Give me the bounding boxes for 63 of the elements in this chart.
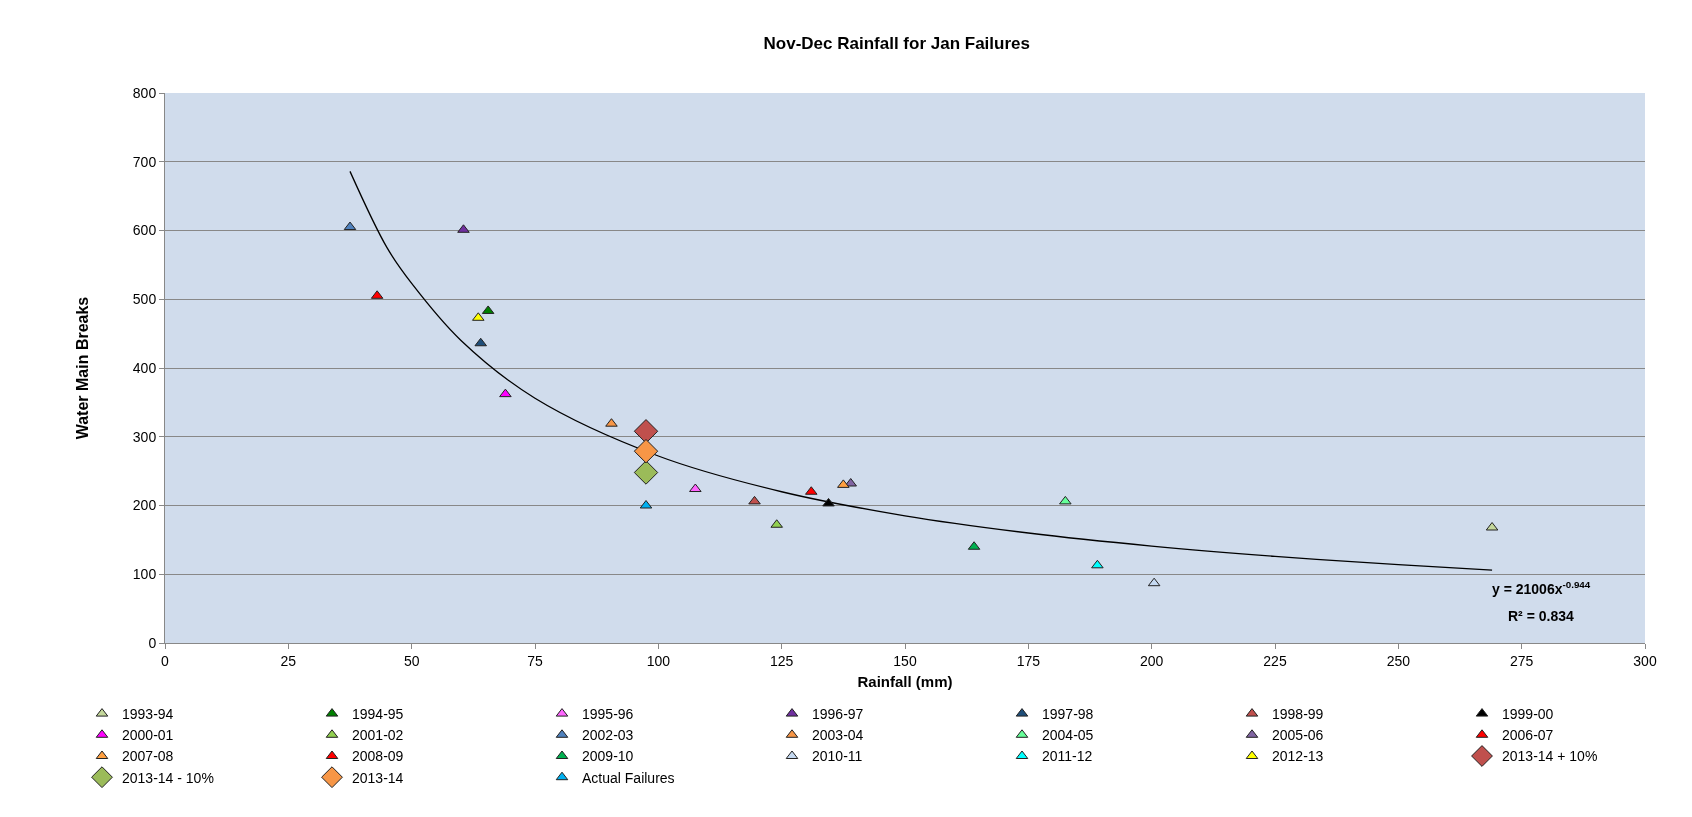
x-tick-label: 175 [1016, 652, 1041, 669]
x-axis-title: Rainfall (mm) [857, 672, 953, 690]
x-tick-label: 100 [646, 652, 671, 669]
point [1091, 559, 1104, 569]
x-tick-label: 200 [1139, 652, 1164, 669]
legend-label: 1997-98 [1042, 706, 1094, 723]
legend-label: 2008-09 [352, 748, 404, 765]
y-tick-label: 600 [132, 222, 157, 239]
legend-label: 2013-14 + 10% [1502, 748, 1598, 765]
legend-label: 2007-08 [122, 748, 174, 765]
legend-label: 2003-04 [812, 727, 864, 744]
point [1147, 577, 1161, 587]
x-tick-label: 0 [161, 652, 170, 669]
x-tick-label: 75 [527, 652, 543, 669]
point [633, 438, 659, 464]
legend-label: 2000-01 [122, 727, 174, 744]
legend-label: 2010-11 [812, 748, 863, 765]
y-tick-label: 400 [132, 359, 157, 376]
legend-label: 1999-00 [1502, 706, 1554, 723]
legend-label: 1993-94 [122, 706, 174, 723]
y-tick-label: 500 [132, 291, 157, 308]
legend-label: 2012-13 [1272, 748, 1324, 765]
point [633, 460, 659, 485]
legend-label: 1994-95 [352, 706, 404, 723]
x-tick-label: 150 [893, 652, 917, 669]
point [748, 495, 761, 505]
point [822, 497, 835, 507]
legend-label: 2006-07 [1502, 727, 1554, 744]
legend-label: Actual Failures [582, 769, 675, 786]
x-tick-label: 125 [769, 652, 794, 669]
legend-label: 1995-96 [582, 706, 634, 723]
legend-label: 1996-97 [812, 706, 864, 723]
annotation: R² = 0.834 [1508, 608, 1574, 624]
point [343, 221, 357, 231]
legend-label: 2011-12 [1042, 748, 1093, 765]
y-tick-label: 200 [132, 497, 157, 514]
y-tick-label: 0 [148, 634, 157, 651]
point [1059, 495, 1072, 505]
point [499, 388, 512, 398]
legend-label: 2001-02 [352, 727, 404, 744]
y-tick-label: 300 [132, 428, 157, 445]
legend-label: 1998-99 [1272, 706, 1324, 723]
line-series [349, 170, 1493, 571]
x-tick-label: 275 [1509, 652, 1534, 669]
legend-label: 2009-10 [582, 748, 634, 765]
legend-label: 2002-03 [582, 727, 634, 744]
y-tick-label: 100 [132, 566, 157, 583]
x-tick-label: 225 [1263, 652, 1287, 669]
legend-label: 2004-05 [1042, 727, 1094, 744]
x-tick-label: 50 [403, 652, 420, 669]
y-axis-title: Water Main Breaks [73, 296, 91, 440]
legend-label: 2005-06 [1272, 727, 1324, 744]
point [633, 419, 659, 444]
point [474, 337, 487, 347]
y-tick-label: 700 [132, 153, 157, 170]
y-tick-label: 800 [132, 84, 157, 101]
x-tick-label: 25 [280, 652, 297, 669]
annotation: y = 21006x$^{-0.944}$ [1492, 579, 1591, 597]
legend-label: 2013-14 [352, 769, 404, 786]
x-tick-label: 300 [1633, 652, 1657, 669]
legend-label: 2013-14 - 10% [122, 769, 214, 786]
x-tick-label: 250 [1386, 652, 1411, 669]
chart-title: Nov-Dec Rainfall for Jan Failures [763, 33, 1030, 53]
